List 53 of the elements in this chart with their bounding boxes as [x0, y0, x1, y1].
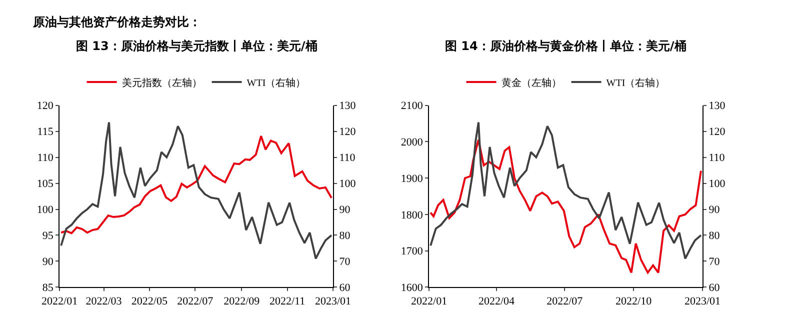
line-series: [430, 138, 702, 274]
line-series: [430, 121, 702, 260]
y2-tick-label: 130: [339, 100, 356, 112]
y2-tick-label: 80: [708, 230, 720, 242]
y2-tick-label: 130: [708, 100, 726, 112]
y2-tick-label: 120: [708, 126, 726, 138]
legend-label: 美元指数（左轴）: [122, 76, 202, 89]
y2-tick-label: 60: [708, 282, 720, 294]
y-tick-label: 85: [42, 282, 54, 294]
y-tick-label: 2000: [400, 136, 424, 149]
x-tick-label: 2022/01: [42, 295, 78, 308]
y-tick-label: 110: [37, 152, 54, 164]
y-tick-label: 120: [36, 100, 54, 112]
y2-tick-label: 90: [708, 204, 720, 216]
chart-title: 图 13：原油价格与美元指数丨单位：美元/桶: [76, 39, 318, 53]
x-tick-label: 2022/01: [411, 295, 448, 308]
line-series: [60, 135, 332, 234]
legend-label: 黄金（左轴）: [501, 76, 562, 89]
legend-label: WTI（右轴）: [606, 76, 666, 89]
y-tick-label: 105: [36, 178, 54, 190]
x-tick-label: 2022/04: [478, 295, 516, 308]
x-tick-label: 2022/05: [131, 295, 168, 308]
y-tick-label: 90: [42, 256, 54, 268]
x-tick-label: 2022/03: [86, 295, 122, 308]
y-tick-label: 2100: [400, 100, 424, 112]
y2-tick-label: 120: [339, 126, 356, 138]
y2-tick-label: 70: [339, 256, 351, 268]
y2-tick-label: 110: [708, 152, 726, 164]
x-tick-label: 2022/10: [616, 295, 652, 308]
x-tick-label: 2023/01: [314, 295, 352, 308]
y2-tick-label: 90: [339, 204, 351, 216]
y-tick-label: 1600: [400, 282, 424, 294]
line-series: [60, 121, 332, 260]
y-tick-label: 95: [42, 230, 54, 242]
y-tick-label: 1800: [400, 209, 424, 222]
x-tick-label: 2022/07: [546, 295, 584, 308]
x-tick-label: 2022/11: [269, 295, 306, 308]
y-tick-label: 100: [36, 204, 54, 216]
y-tick-label: 1700: [400, 246, 424, 258]
text: 原油与其他资产价格走势对比：: [32, 15, 201, 29]
x-tick-label: 2023/01: [684, 295, 721, 308]
x-tick-label: 2022/07: [177, 295, 214, 308]
y2-tick-label: 70: [708, 256, 720, 268]
y2-tick-label: 100: [708, 178, 726, 190]
y2-tick-label: 60: [339, 282, 351, 294]
y2-tick-label: 80: [339, 230, 351, 242]
chart-title: 图 14：原油价格与黄金价格丨单位：美元/桶: [445, 39, 686, 53]
legend-label: WTI（右轴）: [246, 76, 306, 89]
y2-tick-label: 110: [339, 152, 356, 164]
y2-tick-label: 100: [339, 178, 356, 190]
y-tick-label: 1900: [400, 172, 424, 185]
y-tick-label: 115: [37, 126, 54, 138]
x-tick-label: 2022/09: [224, 295, 260, 308]
